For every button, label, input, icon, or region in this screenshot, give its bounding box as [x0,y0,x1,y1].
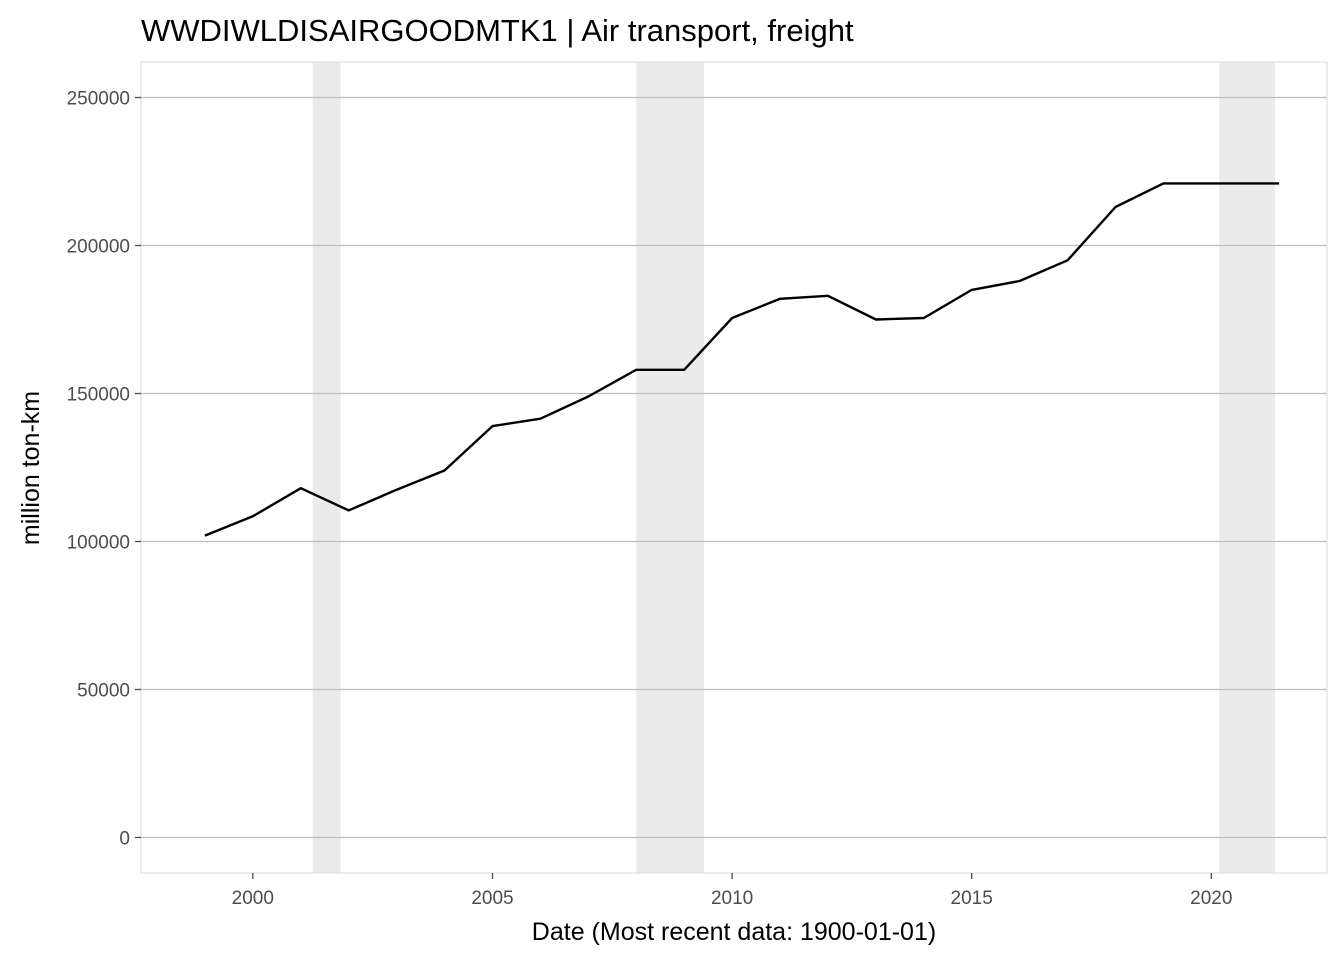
y-tick-label-1: 50000 [77,680,130,701]
x-tick-label-3: 2015 [951,888,993,909]
recession-band-0 [312,62,341,873]
recession-band-1 [636,62,705,873]
x-tick-label-1: 2005 [471,888,513,909]
axes: 0 50000 100000 150000 200000 250000 2000 2005 20… [67,89,1233,909]
y-tick-label-2: 100000 [67,532,130,553]
y-tick-label-5: 250000 [67,89,130,110]
recession-bands [312,62,1275,873]
y-tick-label-3: 150000 [67,385,130,406]
x-tick-label-0: 2000 [232,888,274,909]
x-tick-label-2: 2010 [711,888,753,909]
chart-title: WWDIWLDISAIRGOODMTK1 | Air transport, fr… [141,13,854,48]
recession-band-2 [1219,62,1275,873]
panel-border [140,61,1328,874]
x-axis-title: Date (Most recent data: 1900-01-01) [532,918,936,946]
x-tick-label-4: 2020 [1190,888,1232,909]
gridlines [141,96,1327,839]
series-line-layer [204,182,1280,537]
series-line-0 [204,182,1280,537]
y-axis-title: million ton-km [17,391,45,545]
y-tick-label-4: 200000 [67,237,130,258]
y-tick-label-0: 0 [119,828,130,849]
